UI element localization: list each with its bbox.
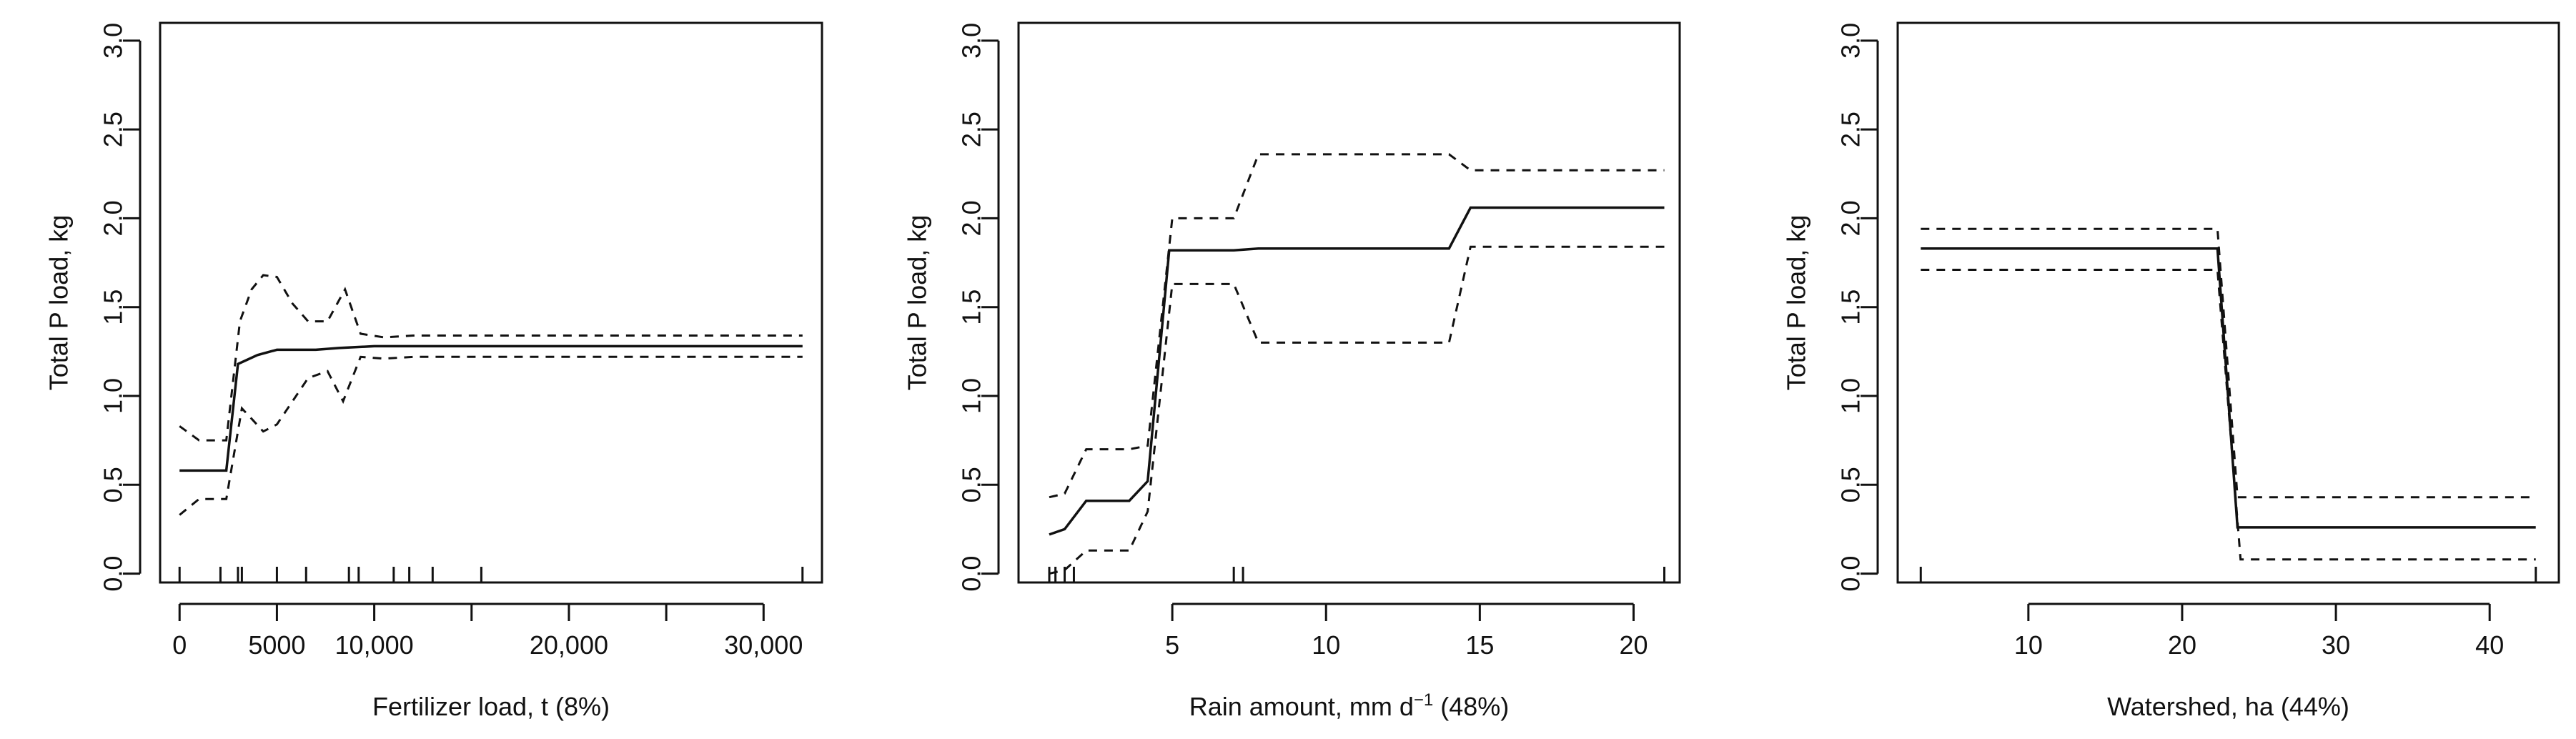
y-tick-label: 0.5 bbox=[1836, 467, 1866, 502]
x-axis-label-part: (48%) bbox=[1433, 692, 1509, 721]
x-tick-label: 30,000 bbox=[724, 630, 803, 660]
x-tick-label: 15 bbox=[1465, 630, 1494, 660]
y-tick-label: 0.5 bbox=[957, 467, 986, 502]
y-tick-label: 0.0 bbox=[99, 556, 128, 592]
y-tick-label: 3.0 bbox=[99, 23, 128, 59]
x-tick-label: 10 bbox=[1312, 630, 1340, 660]
x-tick-label: 10 bbox=[2014, 630, 2043, 660]
x-tick-label: 5000 bbox=[248, 630, 305, 660]
y-tick-label: 2.5 bbox=[957, 111, 986, 147]
lower-confidence-line bbox=[1049, 245, 1665, 575]
y-tick-label: 2.5 bbox=[1836, 111, 1866, 147]
x-tick-label: 20 bbox=[2168, 630, 2196, 660]
y-axis-label: Total P load, kg bbox=[903, 215, 932, 391]
y-tick-label: 2.0 bbox=[99, 200, 128, 236]
plot-frame bbox=[1896, 21, 2560, 584]
y-tick-label: 2.0 bbox=[957, 200, 986, 236]
x-tick-label: 0 bbox=[172, 630, 187, 660]
x-axis-label-part: Rain amount, mm d bbox=[1189, 692, 1414, 721]
x-tick-label: 40 bbox=[2475, 630, 2504, 660]
y-tick-label: 0.0 bbox=[957, 556, 986, 592]
x-tick-label: 20 bbox=[1619, 630, 1648, 660]
x-tick-label: 20,000 bbox=[530, 630, 608, 660]
fitted-line bbox=[1049, 206, 1665, 536]
x-axis-label: Watershed, ha (44%) bbox=[2107, 692, 2349, 721]
fitted-line bbox=[179, 344, 803, 472]
upper-confidence-line bbox=[1049, 153, 1665, 499]
x-axis-label: Rain amount, mm d−1 (48%) bbox=[1189, 690, 1510, 721]
y-tick-label: 0.5 bbox=[99, 467, 128, 502]
y-tick-label: 2.0 bbox=[1836, 200, 1866, 236]
x-axis-label-part: Watershed, ha (44%) bbox=[2107, 692, 2349, 721]
lower-confidence-line bbox=[1921, 269, 2536, 561]
y-tick-label: 2.5 bbox=[99, 111, 128, 147]
y-tick-label: 1.0 bbox=[99, 378, 128, 414]
y-tick-label: 1.0 bbox=[1836, 378, 1866, 414]
panel-1: 0.0 0.5 1.0 1.5 2.0 2.5 3.0 Total P load, kg 0 50… bbox=[44, 21, 823, 721]
x-axis-label: Fertilizer load, t (8%) bbox=[372, 692, 610, 721]
x-axis-label-superscript: −1 bbox=[1414, 690, 1433, 710]
panel-2: 0.0 0.5 1.0 1.5 2.0 2.5 3.0 Total P load, kg 5 10… bbox=[903, 21, 1681, 721]
x-tick-label: 5 bbox=[1165, 630, 1179, 660]
x-tick-label: 30 bbox=[2322, 630, 2350, 660]
upper-confidence-line bbox=[179, 274, 803, 442]
plot-frame bbox=[159, 21, 823, 584]
plot-frame bbox=[1017, 21, 1681, 584]
upper-confidence-line bbox=[1921, 227, 2536, 499]
x-tick-label: 10,000 bbox=[335, 630, 414, 660]
y-tick-label: 0.0 bbox=[1836, 556, 1866, 592]
x-axis-label-part: Fertilizer load, t (8%) bbox=[372, 692, 610, 721]
y-axis-label: Total P load, kg bbox=[44, 215, 74, 391]
y-tick-label: 3.0 bbox=[957, 23, 986, 59]
panel-3: 0.0 0.5 1.0 1.5 2.0 2.5 3.0 Total P load, kg 10 2… bbox=[1782, 21, 2560, 721]
y-tick-label: 1.5 bbox=[957, 289, 986, 325]
y-axis-label: Total P load, kg bbox=[1782, 215, 1811, 391]
y-tick-label: 1.5 bbox=[1836, 289, 1866, 325]
lower-confidence-line bbox=[179, 355, 803, 516]
y-tick-label: 1.0 bbox=[957, 378, 986, 414]
y-tick-label: 1.5 bbox=[99, 289, 128, 325]
y-tick-label: 3.0 bbox=[1836, 23, 1866, 59]
